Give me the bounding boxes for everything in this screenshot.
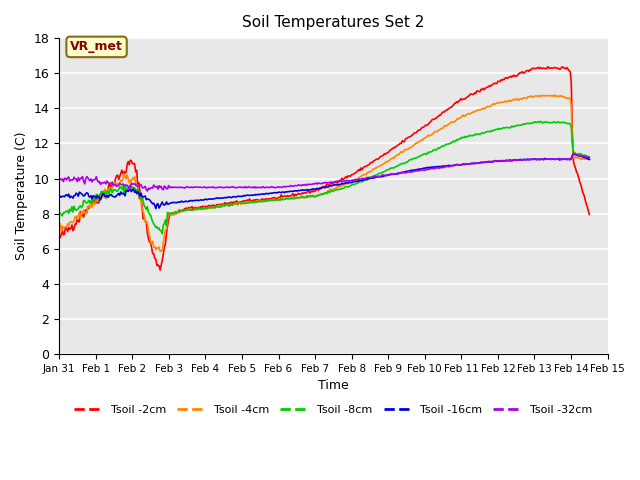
Tsoil -16cm [55, 192, 63, 198]
Tsoil -16cm [308, 186, 316, 192]
Tsoil -4cm [491, 102, 499, 108]
Tsoil -4cm [308, 192, 316, 198]
Text: VR_met: VR_met [70, 40, 123, 53]
Tsoil -16cm [586, 156, 593, 162]
Tsoil -4cm [575, 155, 582, 161]
Line: Tsoil -4cm: Tsoil -4cm [59, 95, 589, 252]
Tsoil -8cm [158, 231, 166, 237]
Tsoil -32cm [491, 158, 499, 164]
Tsoil -2cm [491, 80, 499, 86]
Tsoil -8cm [586, 155, 593, 160]
Tsoil -16cm [312, 186, 319, 192]
Tsoil -16cm [570, 151, 577, 157]
Tsoil -2cm [308, 189, 316, 195]
Tsoil -16cm [372, 174, 380, 180]
Tsoil -32cm [343, 178, 351, 184]
Tsoil -8cm [536, 119, 544, 124]
Y-axis label: Soil Temperature (C): Soil Temperature (C) [15, 132, 28, 260]
Tsoil -32cm [312, 181, 319, 187]
Tsoil -32cm [308, 181, 316, 187]
Tsoil -8cm [575, 151, 582, 156]
Tsoil -8cm [55, 210, 63, 216]
Line: Tsoil -8cm: Tsoil -8cm [59, 121, 589, 234]
Tsoil -8cm [372, 172, 380, 178]
Tsoil -32cm [55, 177, 63, 182]
Tsoil -4cm [156, 249, 164, 254]
Tsoil -8cm [308, 193, 316, 199]
Tsoil -32cm [372, 174, 380, 180]
Tsoil -16cm [343, 180, 351, 185]
Tsoil -2cm [372, 156, 380, 162]
Line: Tsoil -32cm: Tsoil -32cm [59, 154, 589, 191]
Tsoil -4cm [312, 194, 319, 200]
Tsoil -2cm [586, 212, 593, 217]
Tsoil -2cm [312, 188, 319, 194]
Tsoil -4cm [586, 156, 593, 162]
Tsoil -32cm [586, 155, 593, 160]
Line: Tsoil -16cm: Tsoil -16cm [59, 154, 589, 209]
Tsoil -2cm [156, 267, 164, 273]
Tsoil -4cm [343, 181, 351, 187]
Line: Tsoil -2cm: Tsoil -2cm [59, 67, 589, 270]
Tsoil -16cm [575, 153, 582, 158]
Tsoil -2cm [575, 175, 582, 181]
X-axis label: Time: Time [318, 379, 349, 392]
Legend: Tsoil -2cm, Tsoil -4cm, Tsoil -8cm, Tsoil -16cm, Tsoil -32cm: Tsoil -2cm, Tsoil -4cm, Tsoil -8cm, Tsoi… [70, 401, 596, 420]
Tsoil -32cm [575, 153, 582, 159]
Tsoil -16cm [152, 206, 160, 212]
Tsoil -2cm [55, 234, 63, 240]
Tsoil -2cm [544, 64, 552, 70]
Title: Soil Temperatures Set 2: Soil Temperatures Set 2 [242, 15, 424, 30]
Tsoil -8cm [343, 184, 351, 190]
Tsoil -16cm [491, 158, 499, 164]
Tsoil -4cm [372, 165, 380, 171]
Tsoil -8cm [312, 193, 319, 199]
Tsoil -8cm [491, 127, 499, 132]
Tsoil -4cm [552, 92, 559, 98]
Tsoil -32cm [571, 151, 579, 157]
Tsoil -2cm [343, 175, 351, 181]
Tsoil -32cm [143, 188, 151, 194]
Tsoil -4cm [55, 224, 63, 230]
